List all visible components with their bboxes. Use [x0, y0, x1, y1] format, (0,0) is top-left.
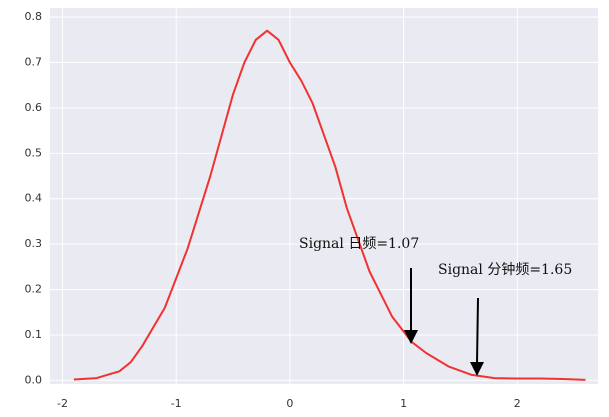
y-tick-label: 0.1: [25, 328, 43, 341]
x-tick-label: 2: [514, 397, 521, 410]
y-tick-label: 0.2: [25, 283, 43, 296]
kde-line: [73, 29, 586, 381]
annotation: Signal 分钟频=1.65: [438, 261, 572, 278]
y-tick-label: 0.3: [25, 237, 43, 250]
x-tick-label: 1: [400, 397, 407, 410]
y-tick-label: 0.7: [25, 55, 43, 68]
y-tick-label: 0.0: [25, 373, 43, 386]
arrow-head: [404, 330, 418, 344]
x-tick-label: -2: [57, 397, 68, 410]
y-tick-label: 0.8: [25, 10, 43, 23]
x-tick-label: -1: [171, 397, 182, 410]
x-tick-label: 0: [286, 397, 293, 410]
y-tick-label: 0.5: [25, 146, 43, 159]
arrow-head: [470, 362, 484, 376]
annotation: Signal 日频=1.07: [299, 236, 419, 252]
plot-area: [50, 8, 598, 384]
y-tick-label: 0.6: [25, 101, 43, 114]
grid: [50, 8, 598, 384]
arrow: [476, 297, 479, 365]
marks: [73, 29, 586, 381]
y-tick-label: 0.4: [25, 192, 43, 205]
